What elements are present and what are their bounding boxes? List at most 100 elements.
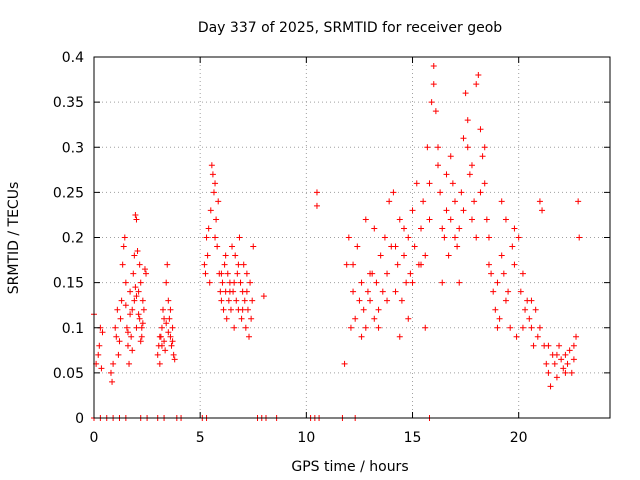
data-point (161, 315, 168, 322)
data-point (511, 225, 518, 232)
data-point (343, 261, 350, 268)
data-point (110, 360, 117, 367)
data-point (170, 351, 177, 358)
data-point (426, 216, 433, 223)
data-point (165, 329, 172, 336)
data-point (226, 288, 233, 295)
x-axis-label: GPS time / hours (291, 459, 408, 475)
data-point (573, 333, 580, 340)
data-point (350, 261, 357, 268)
data-point (422, 324, 429, 331)
data-point (437, 189, 444, 196)
plot-frame (93, 56, 611, 419)
data-point (409, 207, 416, 214)
data-point (133, 216, 140, 223)
data-point (165, 297, 172, 304)
data-point (112, 324, 119, 331)
data-point (379, 288, 386, 295)
data-point (137, 338, 144, 345)
data-point (576, 234, 583, 241)
data-point (341, 360, 348, 367)
y-tick-label: 0.35 (53, 95, 84, 111)
data-point (418, 261, 425, 268)
data-point (347, 324, 354, 331)
data-point (562, 351, 569, 358)
data-point (122, 302, 129, 309)
data-point (473, 234, 480, 241)
data-point (422, 252, 429, 259)
data-point (239, 306, 246, 313)
data-point (464, 144, 471, 151)
data-point (454, 243, 461, 250)
data-point (394, 261, 401, 268)
data-point (350, 288, 357, 295)
data-point (396, 216, 403, 223)
data-point (250, 243, 257, 250)
data-point (121, 234, 128, 241)
data-point (362, 216, 369, 223)
data-point (494, 279, 501, 286)
data-point (220, 306, 227, 313)
data-point (229, 243, 236, 250)
data-point (536, 324, 543, 331)
data-point (129, 347, 136, 354)
data-point (413, 180, 420, 187)
data-point (124, 329, 131, 336)
data-point (134, 248, 141, 255)
data-point (107, 369, 114, 376)
data-point (428, 99, 435, 106)
data-point (575, 198, 582, 205)
data-point (235, 261, 242, 268)
data-point (313, 202, 320, 209)
y-tick-label: 0.25 (53, 185, 84, 201)
data-point (507, 324, 514, 331)
data-point (206, 279, 213, 286)
data-point (218, 297, 225, 304)
data-point (392, 288, 399, 295)
data-point (128, 333, 135, 340)
x-tick-label: 15 (404, 430, 422, 446)
data-point (127, 311, 134, 318)
data-point (168, 342, 175, 349)
data-point (120, 243, 127, 250)
data-point (129, 306, 136, 313)
data-point (477, 126, 484, 133)
data-point (396, 333, 403, 340)
data-point (432, 108, 439, 115)
data-point (132, 284, 139, 291)
data-point (356, 297, 363, 304)
data-point (511, 261, 518, 268)
y-axis-label: SRMTID / TECUs (6, 182, 22, 295)
data-point (471, 198, 478, 205)
data-point (131, 252, 138, 259)
data-point (411, 243, 418, 250)
data-point (401, 225, 408, 232)
data-point (119, 261, 126, 268)
x-tick-label: 5 (196, 430, 205, 446)
data-point (118, 297, 125, 304)
data-point (138, 333, 145, 340)
data-point (260, 293, 267, 300)
data-point (117, 315, 124, 322)
data-point (505, 288, 512, 295)
data-point (481, 144, 488, 151)
data-point (113, 333, 120, 340)
data-point (231, 279, 238, 286)
data-point (225, 297, 232, 304)
data-point (233, 297, 240, 304)
data-point (114, 306, 121, 313)
data-point (133, 293, 140, 300)
data-point (116, 338, 123, 345)
y-tick-label: 0.2 (62, 231, 84, 247)
data-point (509, 243, 516, 250)
data-point (430, 63, 437, 70)
data-point (483, 216, 490, 223)
data-point (466, 171, 473, 178)
data-point (566, 347, 573, 354)
data-point (208, 162, 215, 169)
data-point (475, 72, 482, 79)
data-point (203, 234, 210, 241)
data-point (234, 270, 241, 277)
